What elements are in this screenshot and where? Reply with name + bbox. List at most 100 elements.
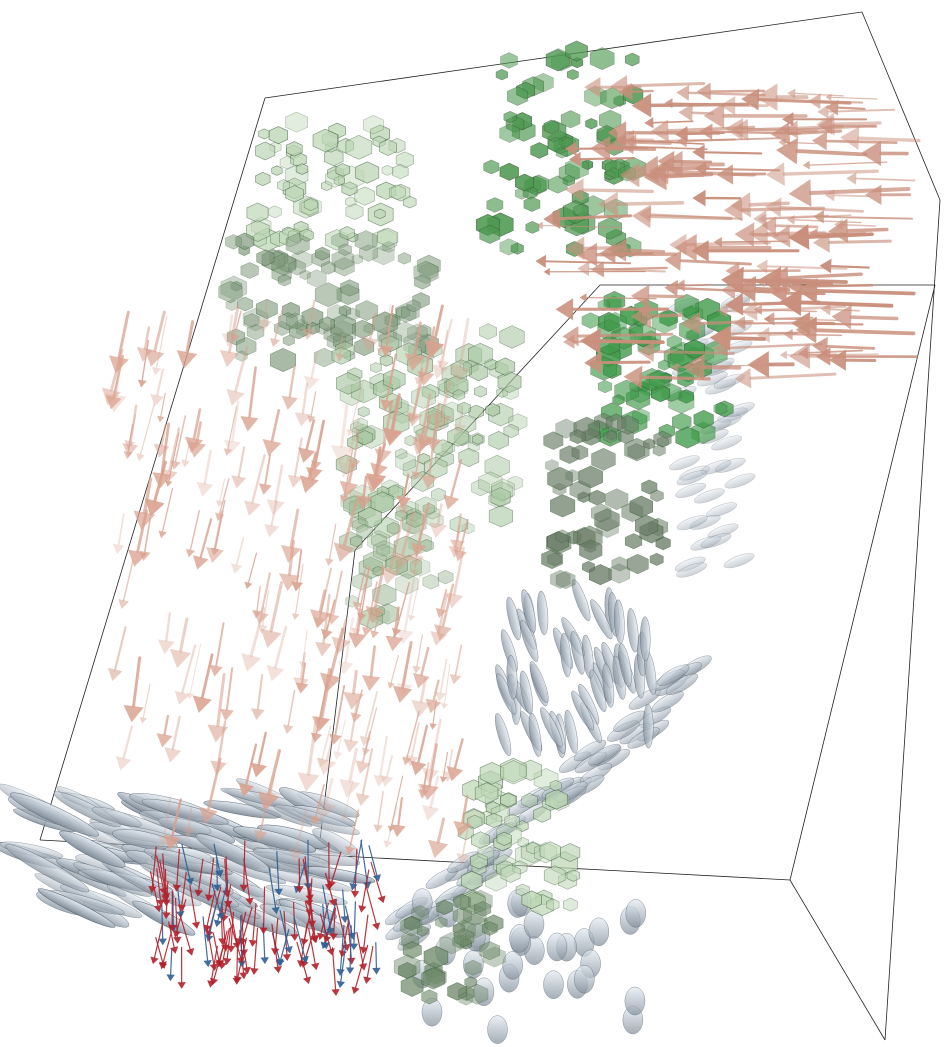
arrow-shaft: [440, 589, 447, 611]
arrow-shaft: [129, 404, 138, 446]
arrow-shaft: [210, 945, 218, 982]
arrow-head: [405, 755, 419, 767]
hexagon: [421, 989, 438, 1005]
hexagon: [588, 489, 606, 506]
arrow-head: [564, 178, 584, 202]
arrow-shaft: [161, 904, 164, 940]
arrow-head: [287, 474, 303, 488]
hexagon: [362, 115, 384, 135]
arrow-head: [290, 934, 299, 942]
arrow-head: [316, 757, 328, 769]
arrow-head: [577, 242, 598, 267]
arrow-head: [435, 691, 447, 702]
arrow-shaft: [151, 846, 157, 887]
arrow-shaft: [211, 883, 222, 915]
arrow-shaft: [310, 350, 319, 379]
arrow-head: [169, 648, 192, 669]
arrow-head: [350, 712, 362, 723]
ellipsoid: [706, 502, 737, 518]
arrow-shaft: [160, 392, 166, 418]
arrow-head: [303, 375, 320, 390]
arrow-head: [579, 293, 587, 302]
hexagon: [279, 156, 294, 170]
hexagon: [503, 111, 517, 124]
arrow-head: [311, 962, 320, 971]
arrow-head: [422, 804, 440, 821]
arrow-head: [631, 204, 651, 229]
hexagon: [471, 433, 484, 445]
arrow-shaft: [153, 922, 164, 959]
arrow-head: [614, 132, 627, 147]
hexagon: [635, 514, 659, 537]
arrow-head: [230, 563, 243, 574]
arrow-shaft: [304, 901, 316, 938]
arrow-shaft: [379, 736, 388, 777]
arrow-head: [343, 739, 359, 753]
arrow-shaft: [558, 214, 633, 221]
hexagon: [585, 118, 598, 130]
arrow-head: [170, 946, 179, 954]
hexagon: [605, 488, 629, 510]
arrow-shaft: [403, 578, 416, 632]
hexagon: [495, 69, 508, 81]
hexagon: [331, 232, 348, 248]
arrow-shaft: [143, 518, 151, 553]
ellipsoid: [570, 631, 585, 675]
arrow-shaft: [385, 353, 397, 402]
hexagon: [566, 869, 580, 882]
arrow-head: [846, 172, 857, 185]
hexagon: [417, 254, 441, 277]
arrow-shaft: [397, 797, 403, 827]
arrow-head: [158, 961, 167, 969]
arrow-head: [443, 494, 460, 510]
arrow-head: [342, 943, 351, 952]
arrow-shaft: [245, 743, 258, 786]
arrow-head: [148, 885, 157, 894]
arrow-shaft: [793, 219, 862, 224]
arrow-shaft: [332, 570, 343, 616]
hexagon: [416, 925, 429, 937]
arrow-head: [428, 839, 449, 859]
arrow-shaft: [648, 313, 683, 318]
hexagon: [383, 368, 406, 390]
arrow-head: [584, 77, 601, 98]
hexagon: [339, 226, 355, 241]
arrow-shaft: [837, 106, 866, 111]
arrow-shaft: [260, 572, 271, 614]
arrow-shaft: [143, 326, 151, 350]
arrow-shaft: [280, 928, 290, 961]
ellipsoid: [711, 435, 742, 451]
hexagon: [422, 574, 440, 590]
arrow-head: [660, 150, 683, 179]
arrow-shaft: [400, 510, 416, 556]
arrow-shaft: [227, 406, 237, 450]
arrow-shaft: [274, 918, 279, 950]
arrow-head: [757, 213, 766, 224]
hexagon: [354, 337, 375, 357]
arrow-shaft: [640, 375, 711, 381]
arrow-shaft: [287, 689, 296, 727]
hexagon: [374, 208, 386, 220]
arrow-head: [159, 887, 168, 895]
arrow-head: [408, 614, 416, 622]
arrow-shaft: [306, 720, 318, 776]
arrow-shaft: [822, 215, 914, 220]
hexagon: [461, 870, 483, 891]
ellipsoid: [574, 964, 595, 994]
arrow-shaft: [744, 320, 805, 325]
hexagon: [400, 916, 423, 937]
hexagon: [515, 173, 535, 192]
ellipsoid: [506, 596, 521, 641]
arrow-head: [590, 261, 605, 278]
ellipsoid: [602, 663, 615, 708]
arrow-head: [151, 366, 162, 376]
arrow-shaft: [652, 120, 694, 124]
arrow-head: [372, 874, 381, 882]
arrow-shaft: [438, 318, 453, 368]
arrow-shaft: [185, 320, 195, 354]
hexagon: [562, 897, 578, 912]
hexagon: [560, 110, 581, 129]
arrow-head: [215, 500, 224, 508]
arrow-head: [411, 699, 432, 718]
arrow-head: [317, 932, 326, 941]
